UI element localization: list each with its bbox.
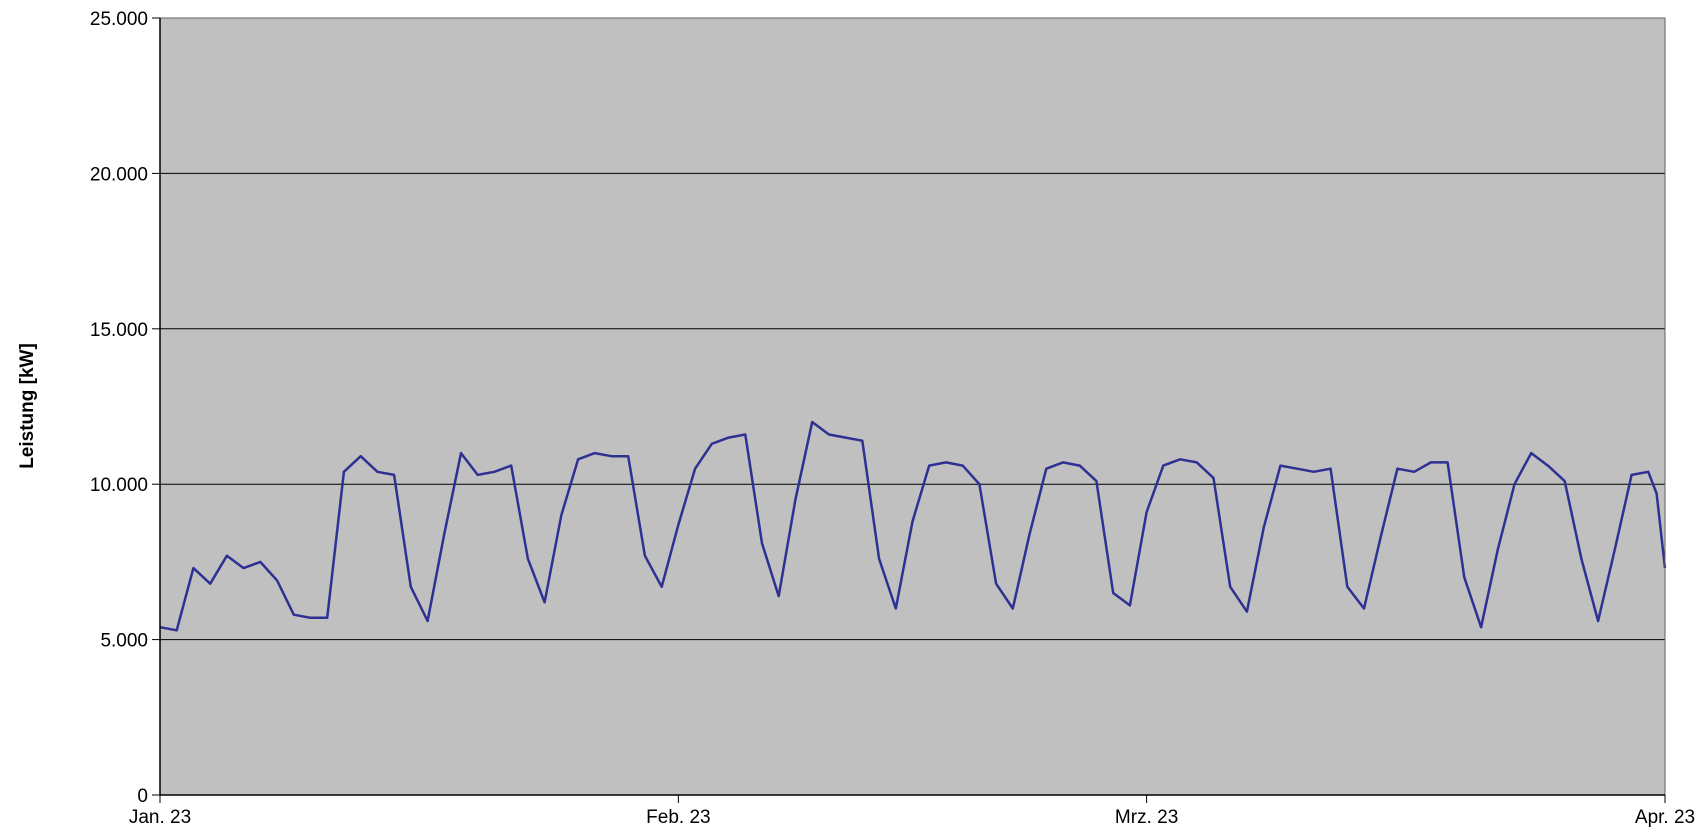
x-axis-ticks: Jan. 23 Feb. 23 Mrz. 23 Apr. 23 (129, 795, 1695, 828)
x-tick-label: Feb. 23 (646, 807, 710, 828)
y-tick-label: 5.000 (100, 631, 148, 652)
axes (159, 17, 1666, 796)
x-tick-label: Apr. 23 (1635, 807, 1695, 828)
x-tick-label: Mrz. 23 (1115, 807, 1178, 828)
y-tick-label: 0 (137, 786, 148, 807)
x-tick-label: Jan. 23 (129, 807, 191, 828)
series-line (159, 420, 1667, 632)
series-lines (159, 420, 1667, 632)
y-tick-label: 25.000 (90, 9, 148, 30)
y-tick-label: 20.000 (90, 164, 148, 185)
y-axis-ticks: 0 5.000 10.000 15.000 20.000 25.000 (90, 9, 160, 807)
y-tick-label: 15.000 (90, 320, 148, 341)
y-tick-label: 10.000 (90, 475, 148, 496)
plot-area (160, 18, 1665, 795)
y-axis-label: Leistung [kW] (17, 343, 38, 469)
